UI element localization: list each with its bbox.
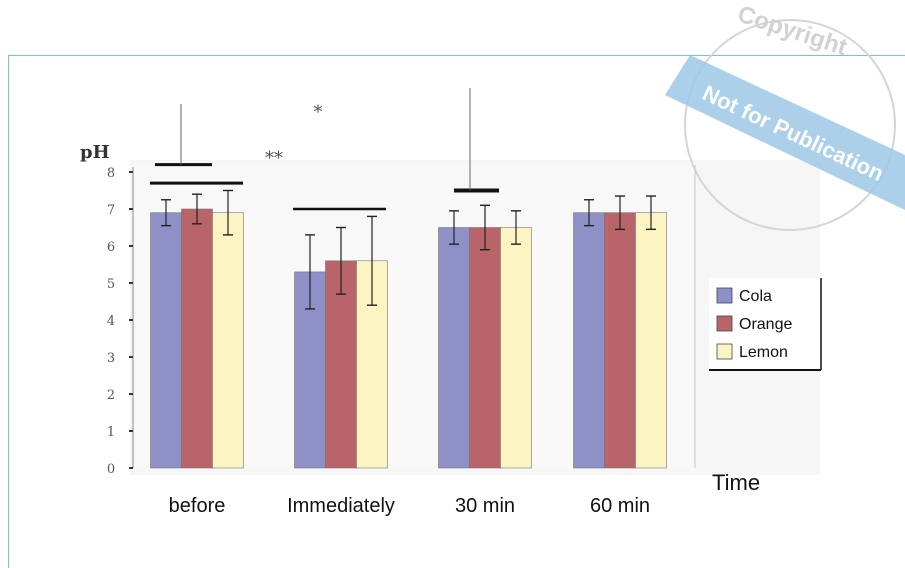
watermark-text-copyright: Copyright <box>734 1 850 62</box>
significance-label: ** <box>265 148 283 169</box>
bar-orange <box>604 212 636 469</box>
x-category-label: before <box>169 495 226 517</box>
bar-orange <box>469 227 501 469</box>
x-category-label: 60 min <box>590 495 650 517</box>
bar-lemon <box>635 212 667 469</box>
y-axis-title: pH <box>80 142 110 163</box>
legend-swatch-cola <box>716 287 733 304</box>
y-tick-label: 1 <box>107 425 115 440</box>
legend-label-orange: Orange <box>739 316 792 333</box>
bar-cola <box>573 212 605 469</box>
bar-lemon <box>212 212 244 469</box>
bar-orange <box>181 208 213 469</box>
y-tick-label: 8 <box>107 166 115 181</box>
y-tick-label: 3 <box>107 351 115 366</box>
bar-cola <box>438 227 470 469</box>
frame-left-border <box>8 55 9 568</box>
frame-top-border <box>8 55 905 56</box>
y-tick-label: 4 <box>107 314 115 329</box>
y-tick-label: 6 <box>107 240 115 255</box>
y-tick-label: 0 <box>107 462 115 477</box>
bar-lemon <box>500 227 532 469</box>
x-category-label: 30 min <box>455 495 515 517</box>
y-tick-label: 5 <box>107 277 115 292</box>
x-category-label: Immediately <box>287 495 395 517</box>
x-axis-title: Time <box>712 470 760 495</box>
legend-swatch-lemon <box>716 343 733 360</box>
bar-cola <box>150 212 182 469</box>
legend-swatch-orange <box>716 315 733 332</box>
bar-orange <box>325 260 357 469</box>
legend-label-cola: Cola <box>739 288 772 305</box>
y-tick-label: 7 <box>107 203 115 218</box>
y-tick-label: 2 <box>107 388 115 403</box>
legend-label-lemon: Lemon <box>739 344 788 361</box>
significance-label: * <box>314 102 323 123</box>
